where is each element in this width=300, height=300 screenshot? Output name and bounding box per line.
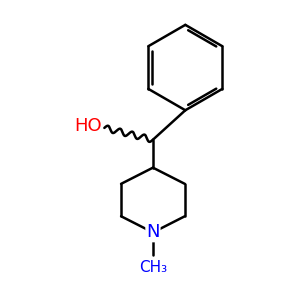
Text: N: N: [146, 224, 160, 242]
Text: HO: HO: [74, 117, 101, 135]
Text: CH₃: CH₃: [139, 260, 167, 275]
